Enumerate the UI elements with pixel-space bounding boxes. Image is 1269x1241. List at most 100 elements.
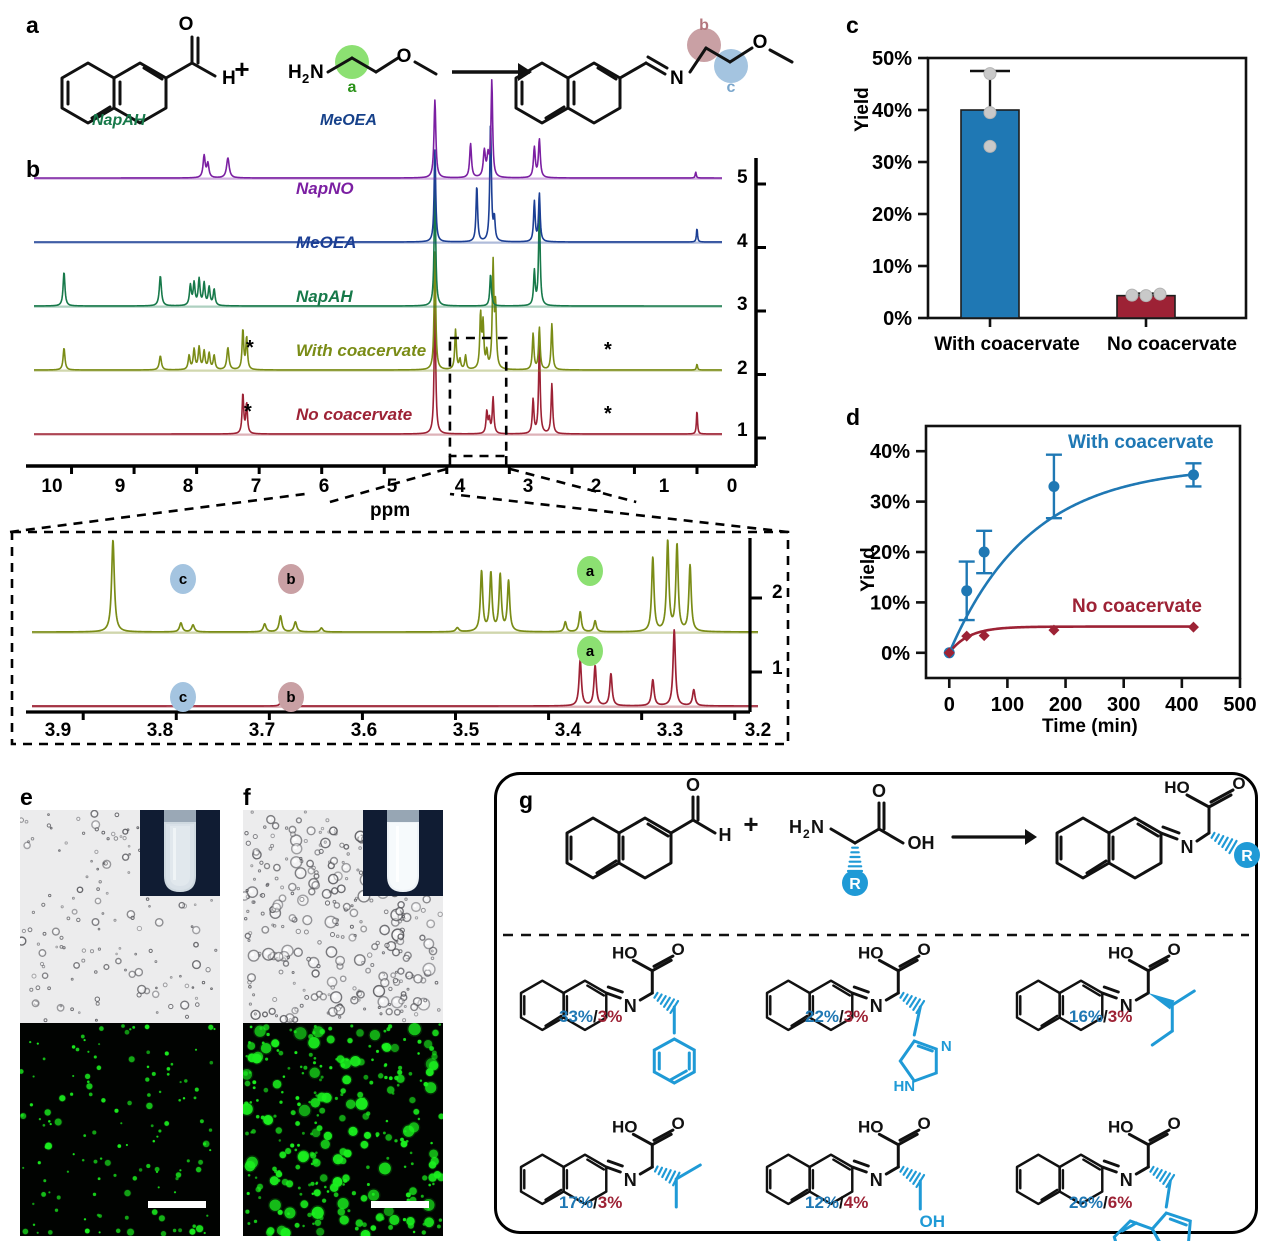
droplet (249, 1101, 253, 1104)
nmr-xaxis-title: ppm (370, 500, 411, 521)
benzene-ring (519, 1153, 565, 1206)
nmr-xtick-4: 4 (454, 476, 466, 497)
droplet (247, 1174, 251, 1177)
droplet (97, 947, 102, 951)
droplet (103, 963, 110, 971)
inset-right-tick-1: 1 (772, 658, 783, 679)
droplet (410, 1162, 414, 1166)
droplet (263, 862, 271, 870)
droplet (244, 1080, 251, 1087)
aldehyde-hydrogen-label: H (719, 825, 732, 845)
droplet-highlight (380, 998, 384, 1003)
droplet (299, 1192, 303, 1196)
droplet-highlight (350, 935, 353, 938)
droplet (355, 1219, 364, 1227)
droplet (203, 1231, 206, 1235)
panel-c-category-no-coacervate: No coacervate (1107, 334, 1237, 355)
panel-d-xtick-500: 500 (1223, 694, 1256, 716)
data-point (943, 647, 955, 659)
droplet (386, 1086, 395, 1094)
nmr-right-tick-3: 3 (737, 294, 748, 315)
droplet (330, 887, 339, 895)
droplet-highlight (53, 929, 57, 932)
droplet-highlight (74, 963, 77, 966)
droplet (164, 1121, 170, 1126)
droplet (134, 952, 138, 956)
droplet (121, 853, 130, 861)
nmr-inset-svg (9, 492, 790, 746)
droplet (134, 967, 144, 977)
droplet (60, 905, 64, 909)
inset-bubble-a-no: a (577, 636, 603, 666)
droplet (340, 1093, 344, 1097)
droplet-highlight (351, 910, 355, 914)
droplet (245, 888, 249, 893)
droplet (156, 1135, 159, 1138)
panel-e-fluorescence-image (20, 1023, 220, 1236)
panel-d-xtick-400: 400 (1165, 694, 1198, 716)
droplet-highlight (308, 828, 312, 832)
droplet (311, 1128, 321, 1138)
panel-d-ytick-20%: 20% (870, 542, 910, 564)
droplet (294, 867, 307, 880)
droplet (437, 1173, 443, 1182)
droplet (27, 927, 33, 933)
droplet (22, 1228, 29, 1235)
nmr-xtick-6: 6 (318, 476, 330, 497)
droplet-highlight (293, 1008, 296, 1011)
droplet (360, 925, 368, 933)
droplet (55, 945, 59, 949)
droplet (39, 961, 45, 967)
droplet (81, 958, 86, 963)
droplet (321, 1095, 325, 1099)
droplet (289, 1028, 293, 1032)
droplet (354, 1226, 359, 1231)
droplet (348, 933, 357, 942)
droplet-highlight (321, 995, 324, 998)
droplet-highlight (263, 927, 266, 931)
droplet (178, 1099, 181, 1102)
droplet (88, 1092, 93, 1097)
droplet (214, 948, 218, 952)
droplet (378, 1073, 384, 1079)
amine-n-label: N (811, 817, 824, 837)
imine-nitrogen-label: N (670, 68, 684, 89)
droplet (311, 1192, 315, 1196)
droplet (329, 1066, 333, 1070)
droplet (420, 1194, 424, 1198)
droplet (138, 1168, 143, 1172)
droplet (434, 980, 439, 985)
reaction-arrow (1025, 829, 1037, 845)
droplet (263, 825, 267, 829)
benzene-ring (765, 1153, 811, 1206)
inset-right-tick-2: 2 (772, 582, 783, 603)
droplet (406, 987, 410, 991)
droplet (73, 961, 81, 969)
benzene-ring (562, 979, 608, 1032)
droplet (295, 817, 303, 824)
droplet-highlight (93, 919, 96, 923)
droplet-highlight (425, 940, 430, 945)
droplet (246, 973, 257, 983)
droplet (70, 1092, 74, 1096)
droplet (145, 1077, 150, 1082)
droplet (410, 901, 422, 913)
droplet (284, 826, 289, 830)
droplet (345, 1099, 356, 1109)
droplet-highlight (271, 907, 273, 910)
droplet (296, 886, 301, 891)
droplet (154, 1166, 160, 1172)
droplet-highlight (40, 951, 43, 954)
droplet-highlight (415, 999, 418, 1002)
droplet (246, 909, 250, 914)
droplet-highlight (287, 1015, 291, 1019)
droplet (272, 996, 278, 1003)
yield-label-histidine: 22%/3% (805, 1007, 869, 1026)
droplet (72, 1153, 75, 1156)
droplet (31, 999, 40, 1008)
droplet (403, 1005, 407, 1008)
droplet (339, 1215, 349, 1225)
r-group-label: R (1241, 848, 1253, 865)
droplet (118, 947, 122, 950)
droplet (94, 897, 102, 905)
